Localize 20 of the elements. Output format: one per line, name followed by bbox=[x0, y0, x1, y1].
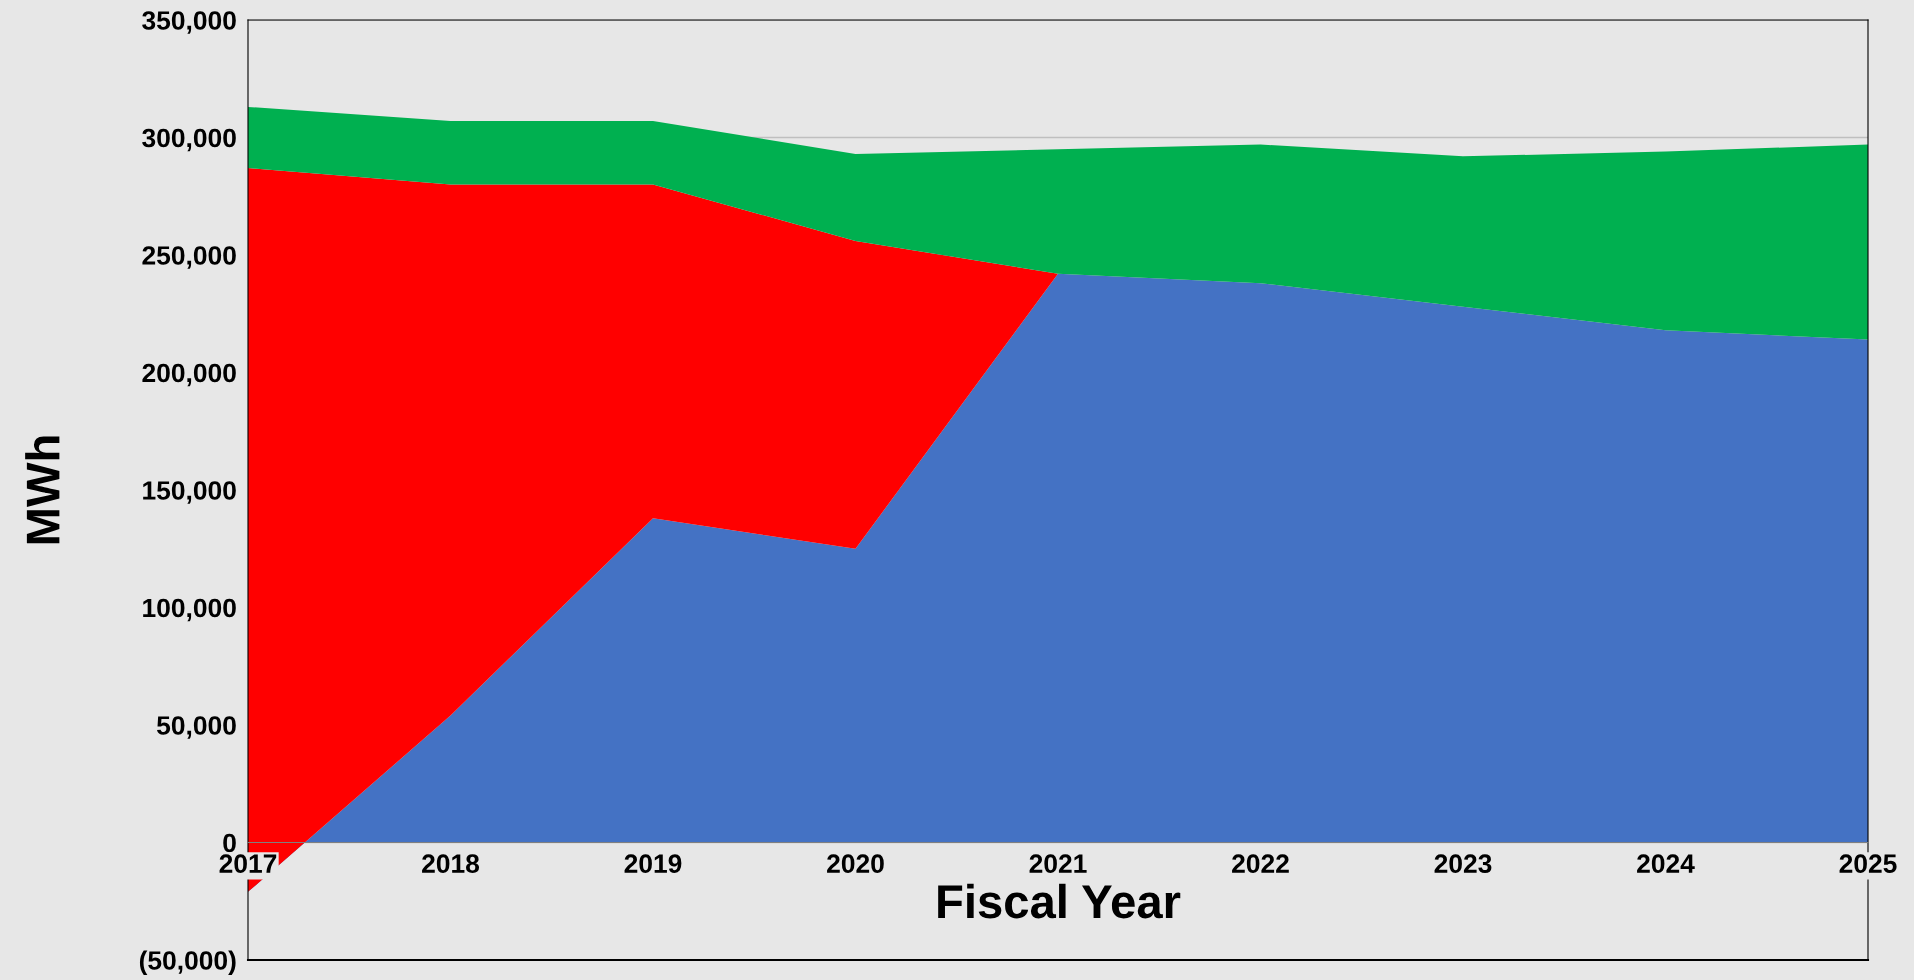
x-tick-label: 2020 bbox=[827, 854, 884, 873]
x-tick-label: 2018 bbox=[422, 854, 480, 873]
y-tick-label: (50,000) bbox=[139, 950, 236, 976]
x-tick-label: 2022 bbox=[1232, 854, 1289, 873]
x-tick-label: 2021 bbox=[1029, 854, 1087, 873]
y-tick-label: 100,000 bbox=[143, 598, 236, 622]
x-axis-title: Fiscal Year bbox=[938, 883, 1181, 919]
x-tick-label: 2017 bbox=[219, 854, 277, 873]
y-tick-label: 250,000 bbox=[142, 246, 236, 269]
y-tick-label: 350,000 bbox=[142, 11, 236, 34]
y-axis-title: MWh bbox=[25, 436, 60, 544]
y-tick-label: 150,000 bbox=[143, 481, 236, 504]
y-tick-label: 200,000 bbox=[142, 363, 236, 387]
y-tick-label: 300,000 bbox=[142, 128, 236, 152]
x-tick-label: 2024 bbox=[1637, 854, 1695, 873]
y-tick-label: 50,000 bbox=[157, 716, 236, 739]
x-tick-label: 2023 bbox=[1434, 854, 1492, 874]
x-tick-label: 2019 bbox=[624, 854, 682, 873]
x-tick-label: 2025 bbox=[1839, 854, 1897, 873]
y-tick-label: 0 bbox=[223, 833, 236, 853]
